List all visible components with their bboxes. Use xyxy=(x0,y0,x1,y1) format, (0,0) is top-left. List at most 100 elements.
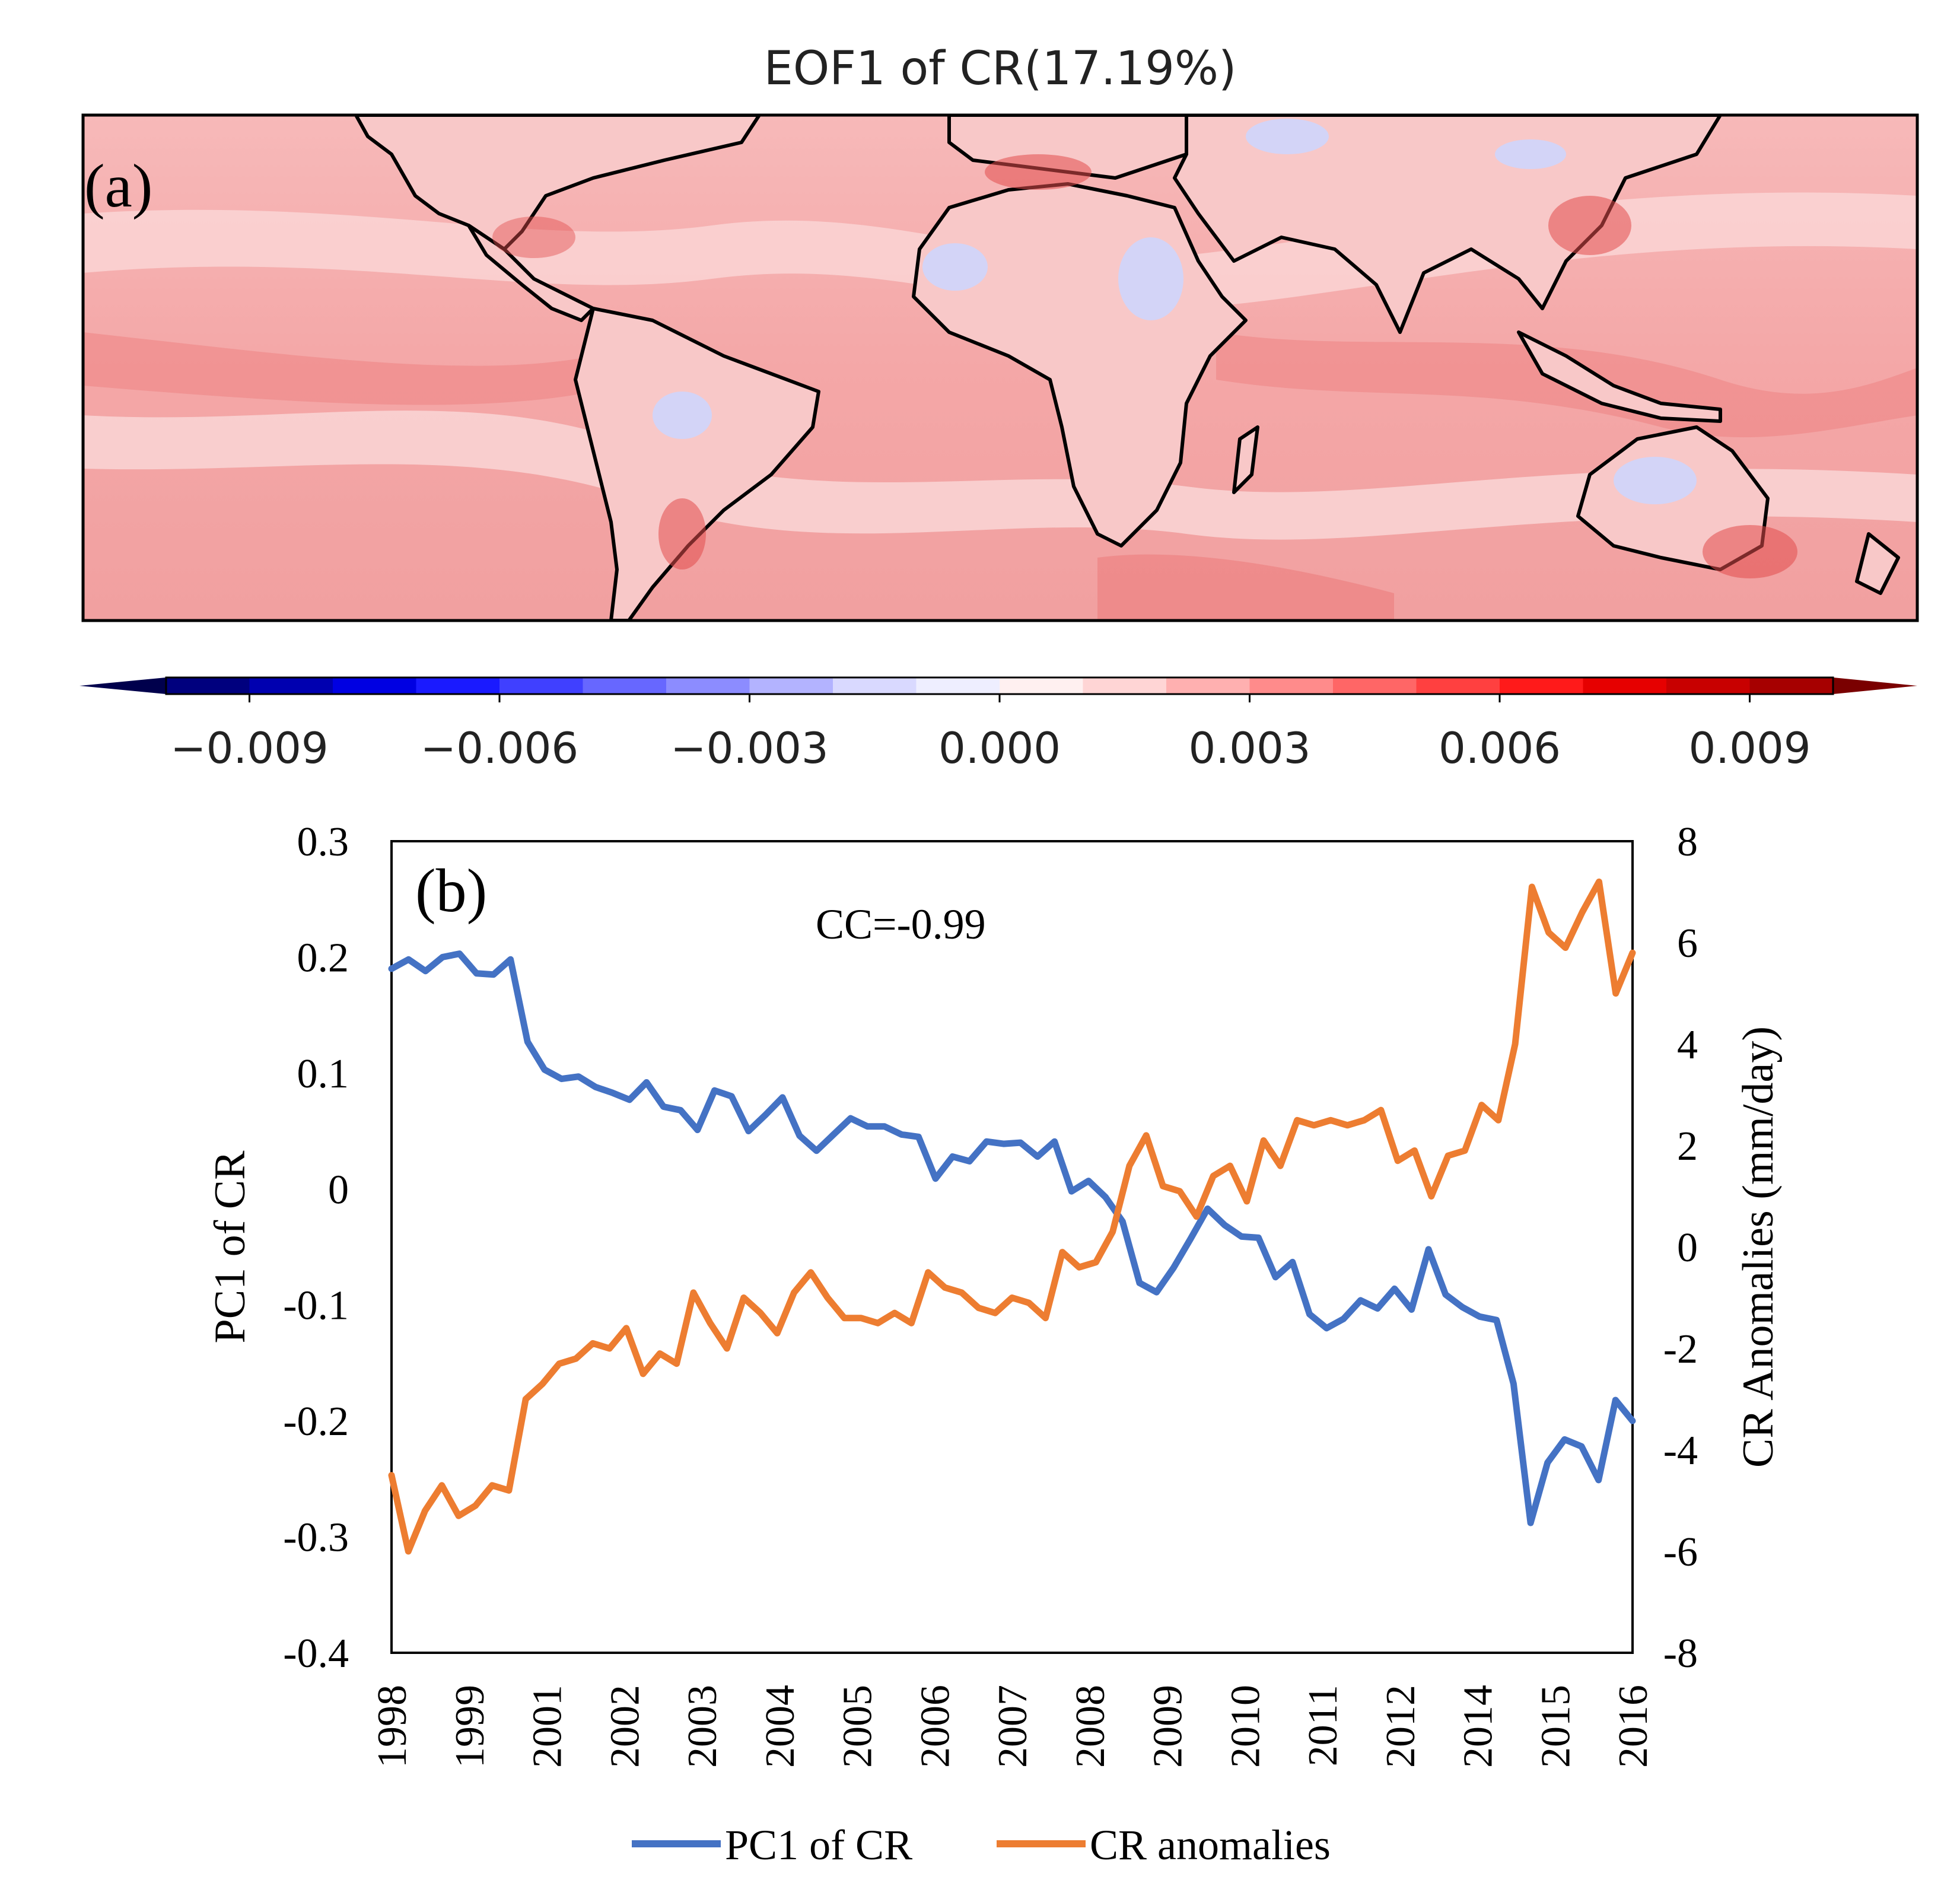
patch-south-america xyxy=(653,392,712,439)
colorbar-tick-label: −0.009 xyxy=(170,723,328,773)
colorbar-segment xyxy=(833,677,917,694)
y-right-tick-label: -8 xyxy=(1663,1631,1698,1677)
colorbar-segment xyxy=(333,677,417,694)
y-left-tick-label: 0.3 xyxy=(297,819,349,865)
x-tick-label: 2011 xyxy=(1300,1685,1346,1766)
x-tick-label: 2006 xyxy=(912,1685,958,1768)
colorbar-segment xyxy=(916,677,1000,694)
patch-gulf xyxy=(492,217,575,258)
map-panel: EOF1 of CR(17.19%) xyxy=(81,42,1919,622)
y-left-tick-label: 0 xyxy=(328,1167,349,1213)
indonesia xyxy=(1517,330,1722,423)
map-title: EOF1 of CR(17.19%) xyxy=(764,42,1237,96)
dark-zone-south-africa xyxy=(1097,554,1394,621)
colorbar-segment xyxy=(1500,677,1584,694)
y-right-tick-label: -4 xyxy=(1663,1428,1698,1474)
x-axis-ticks: 1998 1999 2001 2002 2003 2004 2005 2006 2007 2008… xyxy=(370,1685,1656,1768)
colorbar-segment xyxy=(1000,677,1084,694)
colorbar-segment xyxy=(1583,677,1667,694)
x-tick-label: 2003 xyxy=(680,1685,726,1768)
timeseries-panel: 0.3 0.2 0.1 0 -0.1 -0.2 -0.3 -0.4 8 6 4 2 0 -2 -4 -6 -8… xyxy=(206,819,1783,1869)
x-tick-label: 2016 xyxy=(1611,1685,1656,1768)
patch-australia xyxy=(1614,457,1697,504)
y-axis-label-left: PC1 of CR xyxy=(206,1150,254,1344)
colorbar-extend-min xyxy=(79,677,166,694)
patch-north-asia xyxy=(1495,139,1566,169)
y-right-tick-label: 8 xyxy=(1677,819,1698,865)
panel-label-b: (b) xyxy=(415,857,487,925)
y-right-tick-label: 2 xyxy=(1677,1124,1698,1169)
colorbar-tick-label: −0.003 xyxy=(670,723,828,773)
colorbar-segment xyxy=(1083,677,1167,694)
colorbar-tick-label: 0.009 xyxy=(1688,723,1811,773)
left-axis-ticks: 0.3 0.2 0.1 0 -0.1 -0.2 -0.3 -0.4 xyxy=(283,819,349,1677)
x-tick-label: 2014 xyxy=(1456,1685,1501,1768)
y-left-tick-label: -0.1 xyxy=(283,1283,349,1329)
y-right-tick-label: -6 xyxy=(1663,1529,1698,1575)
colorbar-segments xyxy=(166,677,1834,694)
patch-argentina xyxy=(658,498,706,570)
y-left-tick-label: 0.2 xyxy=(297,935,349,981)
x-tick-label: 2012 xyxy=(1378,1685,1424,1768)
patch-mediterranean xyxy=(985,154,1092,190)
colorbar-segment xyxy=(249,677,333,694)
colorbar-segment xyxy=(749,677,833,694)
panel-label-a: (a) xyxy=(84,152,152,220)
patch-west-africa xyxy=(922,243,988,291)
colorbar-segment xyxy=(1333,677,1417,694)
colorbar-segment xyxy=(499,677,584,694)
patch-central-asia xyxy=(1246,119,1329,154)
colorbar-segment xyxy=(1666,677,1751,694)
central-america xyxy=(467,224,595,322)
colorbar-ticks: −0.009 −0.006 −0.003 0.000 0.003 0.006 0.009 xyxy=(170,694,1811,773)
colorbar-extend-max xyxy=(1833,677,1917,694)
series-group xyxy=(388,878,1636,1555)
colorbar-tick-label: 0.003 xyxy=(1188,723,1310,773)
eof-map xyxy=(83,115,1917,621)
correlation-annotation: CC=-0.99 xyxy=(816,901,986,948)
x-tick-label: 2015 xyxy=(1533,1685,1579,1768)
colorbar-segment xyxy=(583,677,667,694)
north-america xyxy=(354,115,761,251)
x-tick-label: 2004 xyxy=(758,1685,803,1768)
y-right-tick-label: -2 xyxy=(1663,1326,1698,1372)
madagascar xyxy=(1232,425,1259,494)
x-tick-label: 1999 xyxy=(447,1685,493,1768)
y-left-tick-label: 0.1 xyxy=(297,1051,349,1097)
colorbar: −0.009 −0.006 −0.003 0.000 0.003 0.006 0.009 xyxy=(79,676,1917,773)
y-right-tick-label: 6 xyxy=(1677,921,1698,966)
legend: PC1 of CR CR anomalies xyxy=(632,1821,1331,1869)
series-line-pc1 xyxy=(388,950,1636,1526)
colorbar-tick-label: 0.000 xyxy=(938,723,1061,773)
x-tick-label: 1998 xyxy=(370,1685,415,1768)
patch-east-asia xyxy=(1548,196,1631,255)
right-axis-ticks: 8 6 4 2 0 -2 -4 -6 -8 xyxy=(1663,819,1698,1677)
legend-label-pc1: PC1 of CR xyxy=(725,1821,912,1869)
series-line-cr-anomalies xyxy=(388,878,1636,1555)
x-tick-label: 2001 xyxy=(525,1685,571,1768)
y-left-tick-label: -0.2 xyxy=(283,1399,349,1445)
legend-label-cr: CR anomalies xyxy=(1090,1821,1331,1869)
colorbar-segment xyxy=(1749,677,1834,694)
colorbar-segment xyxy=(416,677,500,694)
y-right-tick-label: 0 xyxy=(1677,1225,1698,1271)
colorbar-segment xyxy=(166,677,250,694)
positive-patches xyxy=(492,154,1797,578)
y-left-tick-label: -0.3 xyxy=(283,1515,349,1561)
dark-zone-pacific xyxy=(83,332,593,405)
x-tick-label: 2008 xyxy=(1068,1685,1113,1768)
colorbar-segment xyxy=(1249,677,1334,694)
y-right-tick-label: 4 xyxy=(1677,1022,1698,1068)
light-band-south xyxy=(83,411,1917,540)
south-america xyxy=(574,307,820,621)
x-tick-label: 2007 xyxy=(990,1685,1036,1768)
x-tick-label: 2005 xyxy=(835,1685,881,1768)
x-tick-label: 2009 xyxy=(1146,1685,1191,1768)
x-tick-label: 2002 xyxy=(602,1685,648,1768)
asia xyxy=(1173,115,1722,334)
patch-east-africa xyxy=(1118,237,1183,320)
y-left-tick-label: -0.4 xyxy=(283,1631,349,1677)
x-tick-label: 2010 xyxy=(1223,1685,1268,1768)
colorbar-tick-label: −0.006 xyxy=(421,723,578,773)
